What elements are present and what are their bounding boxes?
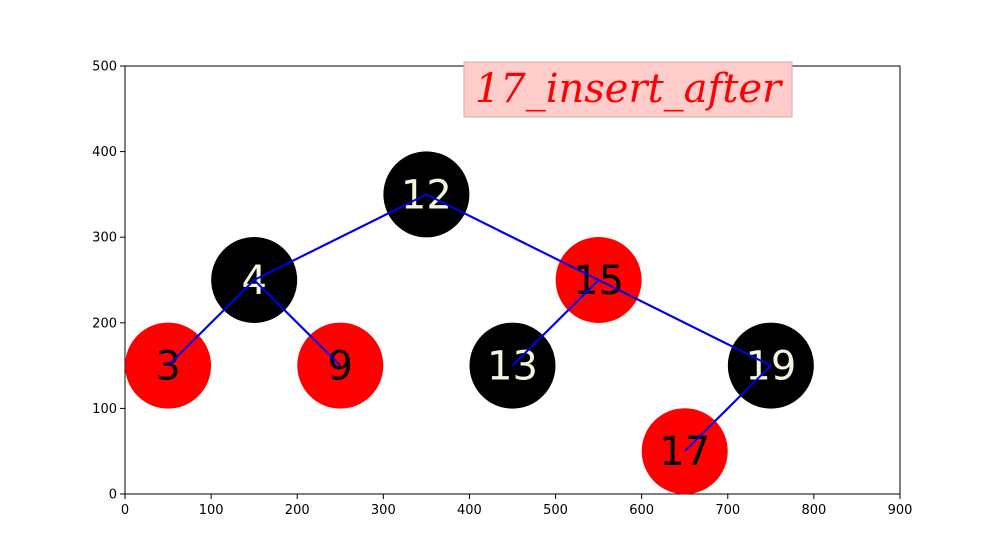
title-background xyxy=(463,61,793,118)
node-label: 9 xyxy=(328,344,353,390)
title-box: 17_insert_after xyxy=(463,61,793,118)
x-tick-label: 200 xyxy=(285,503,310,518)
x-tick-label: 800 xyxy=(801,503,826,518)
node-label: 13 xyxy=(487,344,538,390)
node-label: 17 xyxy=(659,429,710,475)
y-tick-label: 0 xyxy=(109,488,117,503)
edge-overlay-4-9 xyxy=(253,279,341,367)
x-tick-label: 300 xyxy=(371,503,396,518)
edge-overlay-4-3 xyxy=(167,279,255,367)
x-tick-label: 700 xyxy=(715,503,740,518)
y-tick-label: 100 xyxy=(92,402,117,417)
node-label: 3 xyxy=(155,344,180,390)
edge-overlay-19-17 xyxy=(684,364,772,452)
edge-overlay-15-13 xyxy=(511,279,600,367)
x-tick-label: 400 xyxy=(457,503,482,518)
x-tick-label: 900 xyxy=(888,503,913,518)
edge-overlay-12-4 xyxy=(253,193,427,281)
x-tick-label: 100 xyxy=(199,503,224,518)
x-axis-ticks: 0 100 200 300 400 500 600 700 800 900 xyxy=(121,494,913,518)
diagram-title: 17_insert_after xyxy=(475,66,784,112)
y-tick-label: 300 xyxy=(92,231,117,246)
x-tick-label: 600 xyxy=(629,503,654,518)
x-tick-label: 500 xyxy=(543,503,568,518)
y-tick-label: 400 xyxy=(92,145,117,160)
y-tick-label: 500 xyxy=(92,60,117,75)
y-tick-label: 200 xyxy=(92,316,117,331)
y-axis-ticks: 0 100 200 300 400 500 xyxy=(92,60,125,503)
x-tick-label: 0 xyxy=(121,503,129,518)
